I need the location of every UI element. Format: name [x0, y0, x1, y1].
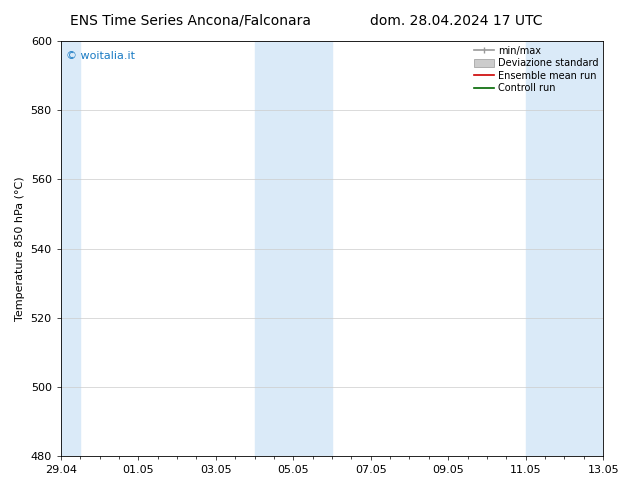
Y-axis label: Temperature 850 hPa (°C): Temperature 850 hPa (°C) — [15, 176, 25, 321]
Text: © woitalia.it: © woitalia.it — [67, 51, 135, 61]
Bar — [254, 41, 332, 456]
Text: dom. 28.04.2024 17 UTC: dom. 28.04.2024 17 UTC — [370, 14, 543, 28]
Legend: min/max, Deviazione standard, Ensemble mean run, Controll run: min/max, Deviazione standard, Ensemble m… — [472, 44, 600, 95]
Bar — [526, 41, 623, 456]
Bar — [59, 41, 81, 456]
Text: ENS Time Series Ancona/Falconara: ENS Time Series Ancona/Falconara — [70, 14, 311, 28]
